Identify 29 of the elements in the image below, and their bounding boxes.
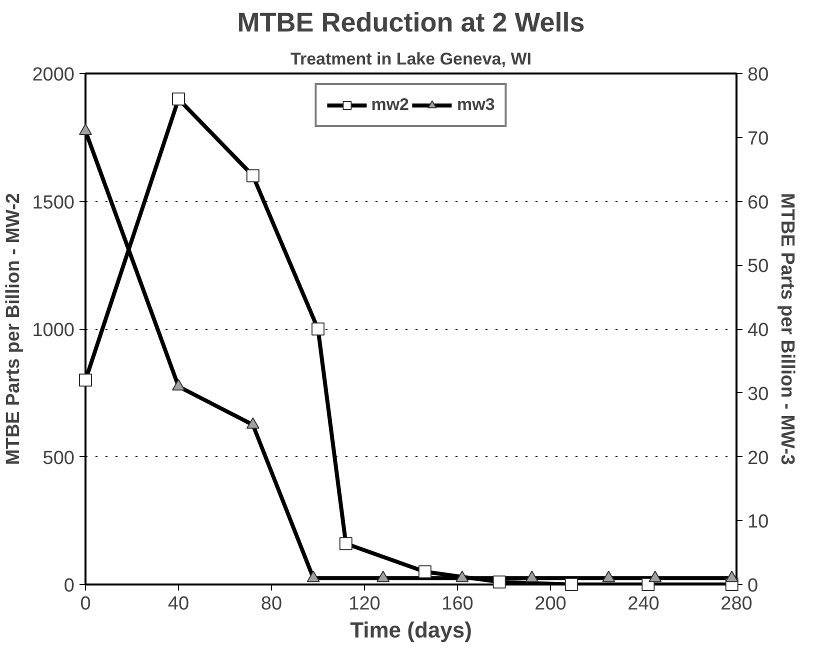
y-tick-label: 2000 — [32, 64, 75, 86]
y2-tick-label: 40 — [748, 320, 769, 341]
y2-tick-label: 10 — [748, 512, 769, 533]
x-tick-label: 200 — [534, 594, 566, 614]
y2-tick-label: 70 — [748, 128, 769, 150]
y2-tick-label: 60 — [748, 192, 769, 214]
y2-tick-label: 80 — [748, 64, 769, 86]
y2-tick-label: 30 — [748, 384, 769, 405]
y-tick-label: 0 — [64, 576, 75, 596]
x-tick-label: 0 — [80, 594, 91, 614]
x-tick-label: 40 — [168, 594, 190, 614]
x-tick-label: 280 — [720, 594, 752, 614]
y2-axis-title: MTBE Parts per Billion - MW-3 — [776, 193, 798, 465]
legend-label: mw3 — [457, 95, 495, 115]
chart-subtitle: Treatment in Lake Geneva, WI — [290, 50, 532, 68]
x-tick-label: 240 — [628, 594, 660, 614]
x-axis-title: Time (days) — [350, 618, 472, 642]
legend-label: mw2 — [371, 95, 409, 115]
chart-title: MTBE Reduction at 2 Wells — [237, 8, 585, 38]
y2-tick-label: 0 — [748, 576, 758, 596]
y2-tick-label: 20 — [748, 448, 769, 469]
x-tick-label: 160 — [442, 594, 474, 614]
x-tick-label: 80 — [260, 594, 282, 614]
y-tick-label: 500 — [42, 448, 74, 469]
y-tick-label: 1000 — [32, 320, 75, 341]
y-axis-title: MTBE Parts per Billion - MW-2 — [3, 193, 24, 465]
x-tick-label: 120 — [348, 594, 380, 614]
y-tick-label: 1500 — [32, 192, 75, 214]
y2-tick-label: 50 — [748, 256, 769, 278]
